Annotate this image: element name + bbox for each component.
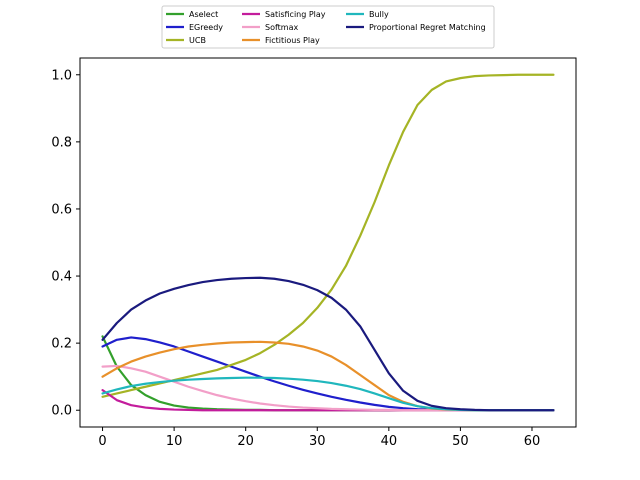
legend-label: Fictitious Play	[265, 36, 320, 45]
y-tick-label: 0.2	[51, 337, 72, 352]
x-tick-label: 0	[98, 434, 106, 449]
x-tick-label: 50	[452, 434, 469, 449]
x-tick-label: 60	[524, 434, 541, 449]
legend-label: Aselect	[189, 10, 218, 19]
plot-frame	[79, 57, 577, 428]
legend-label: Satisficing Play	[265, 10, 326, 19]
legend-label: Softmax	[265, 23, 298, 32]
y-tick-label: 0.6	[51, 202, 72, 217]
x-tick-label: 30	[309, 434, 326, 449]
legend-box	[161, 5, 495, 49]
legend-label: Proportional Regret Matching	[369, 23, 486, 32]
y-tick-label: 0.8	[51, 135, 72, 150]
x-tick-label: 10	[166, 434, 183, 449]
y-tick-label: 0.0	[51, 404, 72, 419]
x-tick-label: 20	[237, 434, 254, 449]
x-tick-label: 40	[381, 434, 398, 449]
legend: Aselect EGreedy UCB Satisficing Play Softmax…	[161, 5, 495, 49]
series-layer	[101, 73, 555, 412]
y-axis: 0.0 0.2 0.4 0.6 0.8 1.0	[51, 68, 80, 419]
legend-label: EGreedy	[189, 23, 223, 32]
x-axis: 0 10 20 30 40 50 60	[98, 427, 540, 449]
y-tick-label: 0.4	[51, 270, 72, 285]
legend-label: Bully	[369, 10, 389, 19]
series-line-7	[101, 276, 555, 412]
legend-label: UCB	[189, 36, 206, 45]
y-tick-label: 1.0	[51, 68, 72, 83]
